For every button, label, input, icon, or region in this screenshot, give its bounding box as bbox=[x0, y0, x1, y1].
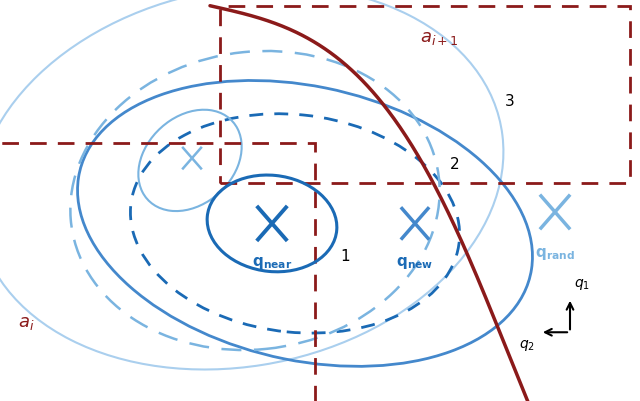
Text: $\mathbf{q}_{\mathbf{near}}$: $\mathbf{q}_{\mathbf{near}}$ bbox=[252, 255, 292, 271]
Text: $a_i$: $a_i$ bbox=[18, 314, 35, 332]
Text: 2: 2 bbox=[450, 157, 460, 172]
Text: $q_1$: $q_1$ bbox=[574, 277, 590, 292]
Text: $q_2$: $q_2$ bbox=[519, 338, 535, 353]
Text: $\mathbf{q}_{\mathbf{rand}}$: $\mathbf{q}_{\mathbf{rand}}$ bbox=[535, 246, 575, 262]
Text: 3: 3 bbox=[505, 94, 515, 109]
Text: $a_{i+1}$: $a_{i+1}$ bbox=[420, 28, 459, 47]
Text: 1: 1 bbox=[340, 249, 349, 263]
Text: $\mathbf{q}_{\mathbf{new}}$: $\mathbf{q}_{\mathbf{new}}$ bbox=[396, 255, 434, 271]
